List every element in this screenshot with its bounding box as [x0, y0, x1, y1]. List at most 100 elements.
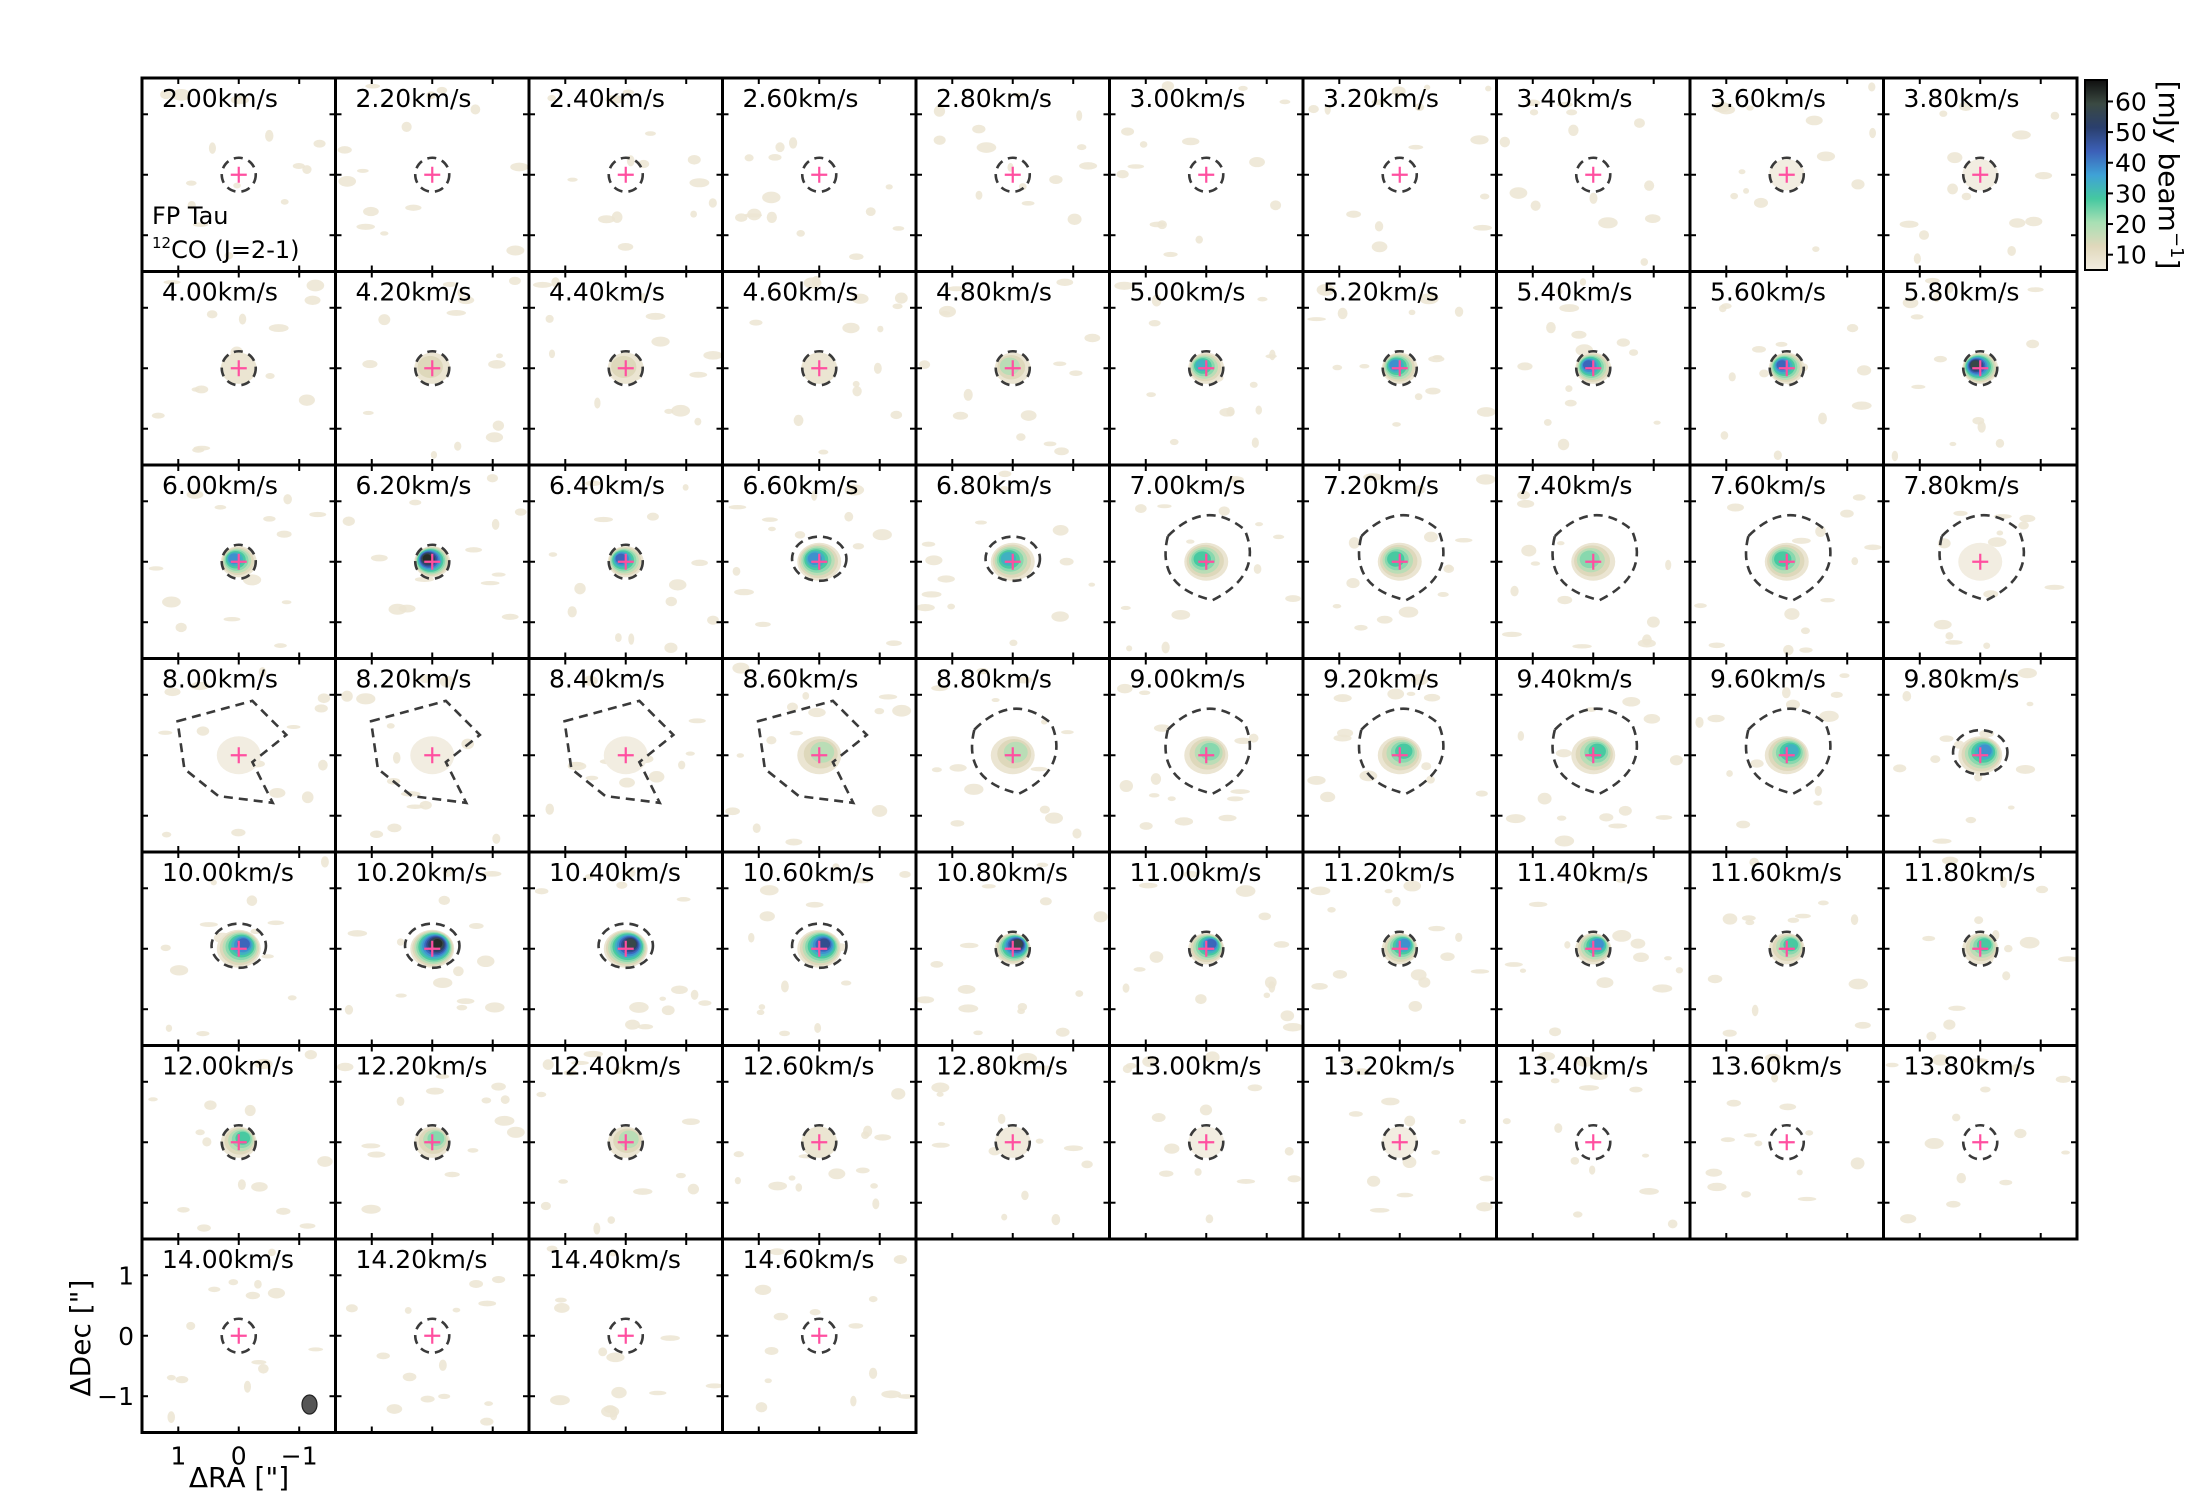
- velocity-label: 13.00km/s: [1130, 1052, 1262, 1081]
- noise-speck: [480, 1417, 494, 1426]
- mask-outline: [790, 535, 848, 583]
- noise-speck: [931, 767, 942, 773]
- channel-panel-12.60: 12.60km/s: [721, 1044, 918, 1241]
- noise-speck: [793, 414, 804, 427]
- noise-speck: [593, 1222, 601, 1235]
- noise-speck: [682, 484, 689, 491]
- noise-speck: [1406, 691, 1416, 697]
- noise-speck: [1653, 420, 1661, 425]
- noise-speck: [877, 325, 884, 333]
- noise-speck: [1555, 287, 1563, 295]
- noise-speck: [964, 783, 984, 795]
- noise-speck: [756, 1009, 765, 1016]
- line-label-isotope: 12: [152, 234, 171, 252]
- noise-speck: [208, 1286, 221, 1293]
- emission-contour: [1000, 552, 1017, 566]
- noise-speck: [286, 724, 301, 729]
- mask-outline: [220, 156, 258, 194]
- noise-speck: [1643, 714, 1661, 724]
- channel-panel-3.80: 3.80km/s: [1882, 76, 2079, 273]
- channel-panel-6.80: 6.80km/s: [914, 463, 1111, 660]
- noise-speck: [558, 1179, 569, 1184]
- noise-speck: [639, 292, 647, 304]
- noise-speck: [1093, 911, 1108, 923]
- noise-speck: [583, 675, 598, 686]
- noise-speck: [1773, 450, 1782, 461]
- noise-speck: [396, 1096, 405, 1106]
- noise-speck: [337, 146, 352, 154]
- noise-speck: [1538, 1051, 1556, 1061]
- noise-speck: [881, 1390, 902, 1399]
- noise-speck: [2019, 936, 2040, 949]
- noise-speck: [1009, 639, 1018, 647]
- noise-speck: [734, 588, 754, 596]
- noise-speck: [1163, 251, 1178, 257]
- noise-speck: [491, 1275, 506, 1284]
- channel-panel-11.00: 11.00km/s: [1108, 850, 1305, 1047]
- noise-speck: [1549, 1027, 1562, 1037]
- channel-panel-3.20: 3.20km/s: [1301, 76, 1498, 273]
- noise-speck: [1265, 354, 1277, 359]
- noise-speck: [925, 555, 943, 566]
- noise-speck: [342, 516, 355, 526]
- noise-speck: [616, 881, 628, 889]
- noise-speck: [933, 105, 946, 117]
- velocity-label: 2.80km/s: [936, 84, 1052, 113]
- noise-speck: [228, 1279, 239, 1286]
- noise-speck: [1851, 179, 1865, 190]
- y-axis-label: ΔDec ["]: [64, 1280, 97, 1397]
- noise-speck: [1781, 687, 1791, 699]
- mask-outline: [800, 156, 838, 194]
- velocity-label: 12.80km/s: [936, 1052, 1068, 1081]
- noise-speck: [1501, 631, 1522, 638]
- channel-panel-9.80: 9.80km/s: [1882, 657, 2079, 854]
- noise-speck: [514, 508, 527, 516]
- noise-speck: [1119, 779, 1133, 792]
- noise-speck: [852, 543, 865, 550]
- noise-speck: [1775, 341, 1788, 347]
- noise-speck: [872, 529, 892, 541]
- noise-speck: [1249, 157, 1265, 168]
- noise-speck: [2044, 584, 2065, 590]
- noise-speck: [567, 177, 578, 182]
- noise-speck: [298, 394, 315, 406]
- noise-speck: [337, 1062, 354, 1072]
- noise-speck: [918, 360, 931, 369]
- noise-speck: [1122, 983, 1130, 993]
- noise-speck: [317, 693, 331, 704]
- mask-outline: [1381, 156, 1419, 194]
- noise-speck: [1933, 355, 1947, 363]
- channel-panel-11.20: 11.20km/s: [1301, 850, 1498, 1047]
- channel-image: [748, 863, 911, 1037]
- noise-speck: [258, 1363, 269, 1374]
- noise-speck: [627, 867, 636, 878]
- velocity-label: 6.20km/s: [356, 471, 472, 500]
- noise-speck: [2035, 885, 2049, 894]
- noise-speck: [177, 1206, 190, 1213]
- noise-speck: [185, 180, 197, 186]
- noise-speck: [628, 633, 635, 645]
- noise-speck: [1999, 1179, 2013, 1186]
- mask-outline: [403, 922, 461, 970]
- noise-speck: [1543, 419, 1552, 426]
- colorbar-tick-label: 10: [2115, 241, 2147, 270]
- noise-speck: [202, 1137, 212, 1147]
- velocity-label: 4.60km/s: [743, 278, 859, 307]
- noise-speck: [1126, 645, 1133, 652]
- noise-speck: [1454, 306, 1464, 317]
- noise-speck: [274, 643, 287, 648]
- noise-speck: [534, 888, 549, 895]
- channel-image: [362, 276, 521, 459]
- channel-panel-13.00: 13.00km/s: [1108, 1044, 1305, 1241]
- noise-speck: [1741, 1191, 1752, 1198]
- velocity-label: 10.80km/s: [936, 858, 1068, 887]
- mask-outline: [1961, 156, 1999, 194]
- channel-panel-4.60: 4.60km/s: [721, 270, 918, 467]
- noise-speck: [855, 1167, 870, 1174]
- noise-speck: [1051, 611, 1069, 622]
- noise-speck: [1639, 1188, 1659, 1195]
- velocity-label: 11.80km/s: [1904, 858, 2036, 887]
- channel-image: [1712, 82, 1877, 252]
- noise-speck: [506, 1126, 525, 1138]
- noise-speck: [363, 206, 379, 217]
